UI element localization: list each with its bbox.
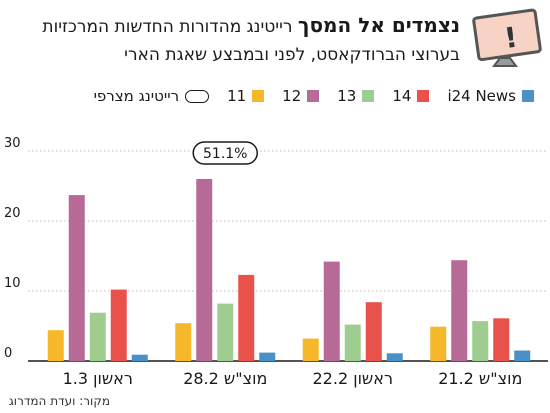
legend-swatch-14 — [417, 90, 430, 102]
combined-rating-label-2: 51.1% — [203, 146, 247, 162]
legend-swatch-13 — [362, 90, 375, 102]
legend: i24 News 14 13 12 11 רייטינג מצרפי — [94, 87, 534, 105]
bar-i24-News-0 — [514, 350, 531, 361]
bar-14-0 — [493, 318, 510, 361]
chart-subtitle: בערוצי הברודקאסט, לפני ובמבצע שאגת הארי — [124, 45, 460, 65]
bar-13-2 — [217, 303, 234, 361]
bar-11-3 — [47, 330, 64, 361]
y-tick-label-20: 20 — [4, 206, 21, 221]
bar-12-0 — [451, 260, 468, 361]
bar-i24-News-1 — [386, 353, 403, 361]
bar-11-1 — [302, 338, 319, 361]
legend-swatch-12 — [307, 90, 320, 102]
legend-item-combined: רייטינג מצרפי — [94, 87, 210, 105]
legend-label-13: 13 — [337, 87, 357, 105]
bar-13-0 — [472, 321, 489, 361]
bar-13-3 — [89, 312, 106, 361]
svg-text:!: ! — [502, 21, 519, 55]
legend-item-13: 13 — [337, 87, 375, 105]
header-icon: ! — [472, 8, 542, 67]
y-tick-label-0: 0 — [4, 346, 12, 361]
bar-12-2 — [196, 179, 213, 361]
x-tick-label-1: ראשון 22.2 — [313, 369, 394, 388]
legend-label-12: 12 — [282, 87, 302, 105]
bar-12-3 — [68, 195, 85, 361]
legend-label-11: 11 — [227, 87, 247, 105]
bar-12-1 — [323, 261, 340, 361]
combined-rating-pill-2 — [192, 141, 258, 165]
legend-swatch-combined — [185, 89, 210, 103]
chart-title-rest: רייטינג מהדורות החדשות המרכזיות — [42, 17, 298, 37]
bar-i24-News-3 — [131, 354, 148, 361]
bar-i24-News-2 — [259, 352, 276, 361]
legend-item-11: 11 — [227, 87, 265, 105]
y-tick-label-30: 30 — [4, 136, 21, 151]
bar-11-2 — [175, 323, 192, 361]
bar-14-1 — [365, 302, 382, 361]
bar-14-3 — [110, 289, 127, 361]
chart-title: נצמדים אל המסך רייטינג מהדורות החדשות המ… — [10, 14, 460, 38]
bar-11-0 — [430, 326, 447, 361]
legend-swatch-i24 — [522, 90, 534, 102]
bar-13-1 — [344, 324, 361, 361]
x-tick-label-2: מוצ"ש 28.2 — [183, 369, 267, 388]
bar-14-2 — [238, 274, 255, 361]
legend-item-14: 14 — [392, 87, 430, 105]
legend-item-12: 12 — [282, 87, 320, 105]
legend-label-i24: i24 News — [447, 87, 516, 105]
chart-title-bold: נצמדים אל המסך — [297, 13, 460, 37]
source-note: מקור: ועדת המדרוג — [8, 394, 110, 408]
legend-label-combined: רייטינג מצרפי — [93, 87, 180, 105]
y-tick-label-10: 10 — [4, 276, 21, 291]
legend-item-i24: i24 News — [447, 87, 534, 105]
x-tick-label-3: ראשון 1.3 — [63, 369, 133, 388]
legend-swatch-11 — [252, 90, 265, 102]
legend-label-14: 14 — [392, 87, 412, 105]
x-tick-label-0: מוצ"ש 21.2 — [438, 369, 522, 388]
